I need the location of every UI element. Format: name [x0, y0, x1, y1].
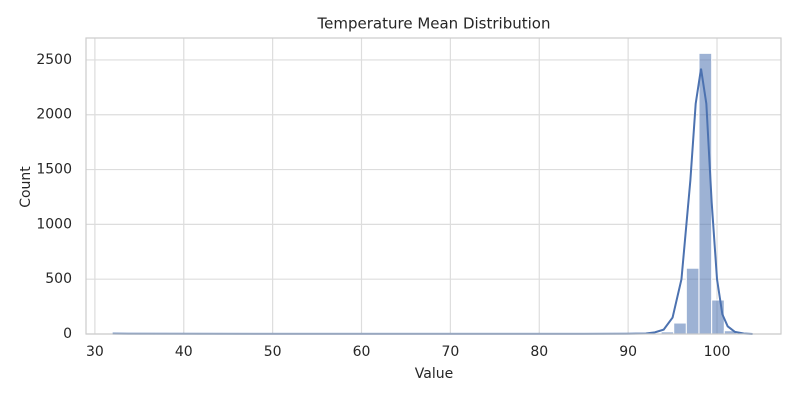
x-tick-label: 60 [353, 344, 371, 360]
x-tick-label: 50 [264, 344, 282, 360]
y-tick-label: 2500 [36, 52, 72, 68]
x-tick-label: 100 [704, 344, 731, 360]
bar [674, 323, 687, 334]
x-tick-label: 30 [86, 344, 104, 360]
y-tick-label: 1000 [36, 216, 72, 232]
y-axis-label: Count [18, 166, 34, 208]
x-tick-label: 80 [530, 344, 548, 360]
x-tick-label: 40 [175, 344, 193, 360]
x-axis-label: Value [415, 366, 453, 382]
y-tick-label: 500 [45, 271, 72, 287]
bar [686, 268, 699, 334]
y-tick-label: 2000 [36, 107, 72, 123]
y-tick-label: 0 [63, 326, 72, 342]
y-tick-label: 1500 [36, 162, 72, 178]
bar [712, 300, 725, 334]
chart-title: Temperature Mean Distribution [317, 15, 551, 33]
x-tick-label: 90 [619, 344, 637, 360]
x-tick-label: 70 [441, 344, 459, 360]
